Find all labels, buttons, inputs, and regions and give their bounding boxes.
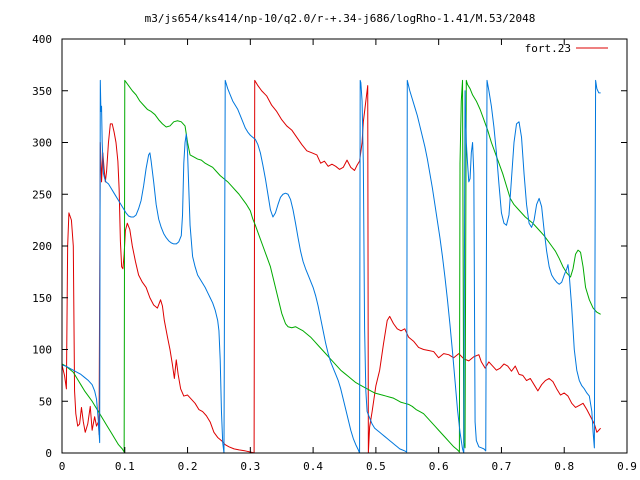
y-tick-label: 300 [32, 137, 52, 150]
series-line-green [61, 79, 601, 453]
y-tick-label: 400 [32, 33, 52, 46]
chart-title: m3/js654/ks414/np-10/q2.0/r-+.34-j686/lo… [145, 12, 536, 25]
y-tick-label: 200 [32, 240, 52, 253]
y-tick-label: 50 [39, 395, 52, 408]
series-line-blue [61, 79, 601, 454]
y-tick-label: 250 [32, 188, 52, 201]
y-tick-label: 150 [32, 292, 52, 305]
x-tick-label: 0.9 [617, 460, 637, 473]
series-line-red [61, 79, 602, 454]
x-tick-label: 0.7 [492, 460, 512, 473]
x-tick-label: 0.6 [429, 460, 449, 473]
x-tick-label: 0.3 [240, 460, 260, 473]
x-tick-label: 0.1 [115, 460, 135, 473]
y-axis: 0 50 100 150 200 250 300 350 400 [32, 33, 627, 460]
x-tick-label: 0 [59, 460, 66, 473]
x-tick-label: 0.4 [303, 460, 323, 473]
y-tick-label: 350 [32, 85, 52, 98]
y-tick-label: 100 [32, 344, 52, 357]
legend-label: fort.23 [525, 42, 571, 55]
x-tick-label: 0.8 [554, 460, 574, 473]
x-tick-label: 0.2 [178, 460, 198, 473]
y-tick-label: 0 [45, 447, 52, 460]
series-layer [61, 79, 602, 454]
x-axis: 0 0.1 0.2 0.3 0.4 0.5 0.6 0.7 0.8 0.9 [59, 39, 637, 473]
x-tick-label: 0.5 [366, 460, 386, 473]
legend: fort.23 [525, 42, 608, 55]
